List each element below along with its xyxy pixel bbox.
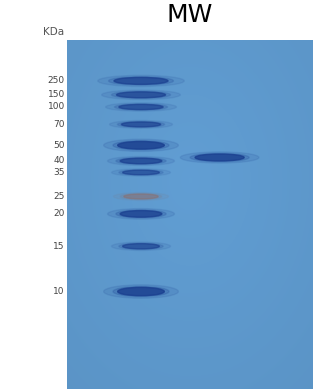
Ellipse shape [121,122,161,127]
Ellipse shape [111,91,171,98]
Ellipse shape [110,121,172,128]
Text: 250: 250 [48,76,65,85]
Ellipse shape [109,77,173,85]
Ellipse shape [118,287,164,296]
Ellipse shape [121,194,162,200]
Ellipse shape [119,104,163,110]
Ellipse shape [120,158,162,164]
Ellipse shape [118,142,164,149]
Ellipse shape [114,77,168,84]
Text: KDa: KDa [43,27,64,37]
Ellipse shape [108,156,174,165]
Ellipse shape [113,141,169,150]
Ellipse shape [195,154,244,161]
Ellipse shape [115,104,167,110]
Ellipse shape [117,121,165,127]
Ellipse shape [123,244,159,249]
Ellipse shape [105,103,177,111]
Ellipse shape [119,170,163,175]
Ellipse shape [104,285,178,298]
Ellipse shape [108,209,174,219]
Text: 10: 10 [53,287,65,296]
Ellipse shape [180,152,259,163]
Ellipse shape [116,158,166,164]
Ellipse shape [113,287,169,296]
Text: 15: 15 [53,242,65,251]
Ellipse shape [123,170,159,175]
Text: 70: 70 [53,120,65,129]
Ellipse shape [102,90,180,100]
Text: MW: MW [167,3,213,26]
Ellipse shape [116,92,166,98]
Ellipse shape [120,210,162,217]
Text: 150: 150 [48,90,65,99]
Ellipse shape [98,75,184,86]
Text: 25: 25 [54,192,65,201]
Ellipse shape [119,243,163,249]
Text: 20: 20 [54,209,65,218]
Ellipse shape [124,194,158,199]
Ellipse shape [104,139,178,151]
Ellipse shape [190,153,249,162]
Ellipse shape [116,210,166,218]
Text: 100: 100 [48,102,65,112]
Text: 40: 40 [54,156,65,165]
Ellipse shape [111,169,171,176]
Text: 35: 35 [53,168,65,177]
Ellipse shape [114,193,168,200]
Text: 50: 50 [53,141,65,150]
Ellipse shape [111,242,171,251]
